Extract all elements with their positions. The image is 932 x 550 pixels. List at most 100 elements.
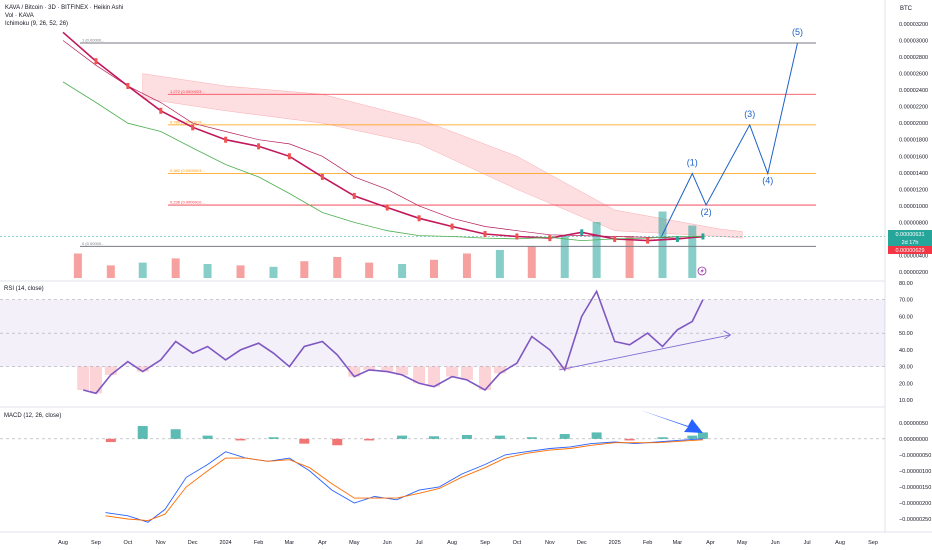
rsi-tick: 70.00: [899, 298, 913, 304]
fib-label: 0.236 (0.0000010...: [170, 200, 205, 205]
wave-label: (4): [762, 176, 773, 186]
macd-tick: −0.00000100: [899, 469, 931, 475]
price-tick: 0.00000200: [899, 270, 928, 276]
price-tick: 0.00000400: [899, 253, 928, 259]
macd-histogram-bar: [428, 436, 439, 439]
rsi-oversold-fill: [104, 366, 117, 375]
macd-histogram-bar: [268, 437, 279, 439]
time-tick: 2024: [220, 540, 232, 546]
price-tick: 0.00001200: [899, 187, 928, 193]
price-candle: [224, 136, 228, 143]
macd-histogram-bar: [657, 437, 668, 439]
time-tick: Aug: [447, 540, 457, 546]
price-tick: 0.00003000: [899, 39, 928, 45]
volume-bar: [203, 264, 212, 278]
price-candle: [320, 173, 324, 180]
fib-label: 0 (0.00000...: [82, 241, 104, 246]
macd-series-signal: [105, 439, 703, 522]
rsi-line: [83, 289, 704, 395]
series-chikou: [62, 81, 703, 242]
time-tick: Sep: [480, 540, 490, 546]
time-tick: Mar: [285, 540, 295, 546]
volume-bar: [398, 264, 407, 278]
rsi-oversold-fill: [460, 366, 473, 380]
time-tick: Oct: [513, 540, 522, 546]
macd-tick: −0.00000150: [899, 485, 931, 491]
time-tick: Nov: [156, 540, 166, 546]
low-marker-text: 0.00000629: [895, 248, 924, 254]
price-candle: [352, 192, 356, 199]
volume-bar: [527, 246, 536, 278]
rsi-tick: 60.00: [899, 314, 913, 320]
rsi-oversold-fill: [396, 366, 409, 375]
low-marker-badge: [888, 246, 932, 254]
rsi-trendline: [559, 334, 731, 371]
volume-bar: [365, 262, 374, 278]
macd-histogram-bar: [202, 435, 213, 439]
time-tick: Aug: [58, 540, 68, 546]
volume-bar: [560, 236, 569, 278]
wave-label: (2): [701, 207, 712, 217]
price-candle: [701, 233, 705, 240]
wave-label: (3): [744, 109, 755, 119]
macd-histogram-bar: [299, 438, 310, 444]
rsi-tick: 10.00: [899, 398, 913, 404]
rsi-oversold-fill: [493, 366, 506, 374]
volume-bar: [269, 266, 278, 278]
volume-bar: [138, 262, 147, 278]
rsi-oversold-fill: [446, 366, 459, 377]
lightning-icon[interactable]: [697, 266, 707, 276]
macd-histogram-bar: [624, 438, 635, 441]
fib-label: 0.786 (0.0000019...: [170, 119, 205, 124]
macd-tick: 0.00000000: [899, 437, 928, 443]
countdown-text: 2d 17h: [902, 240, 919, 246]
volume-bar: [658, 211, 667, 278]
volume-bar: [688, 225, 697, 278]
price-tick: 0.00001000: [899, 204, 928, 210]
rsi-oversold-fill: [363, 366, 376, 370]
macd-panel: 0.00000050 0.00000000 −0.00000050 −0.000001…: [0, 410, 931, 523]
wave-label: (5): [792, 27, 803, 37]
current-price-text: 0.00000631: [895, 232, 924, 238]
time-tick: Oct: [124, 540, 133, 546]
macd-histogram-bar: [170, 429, 181, 439]
wave-label: (1): [687, 158, 698, 168]
macd-histogram-bar: [461, 434, 472, 439]
macd-histogram-bar: [364, 438, 375, 441]
time-tick: Feb: [643, 540, 652, 546]
time-tick: Jun: [383, 540, 392, 546]
price-tick: 0.00003200: [899, 22, 928, 28]
macd-histogram-bar: [494, 435, 505, 439]
current-price-badge: [888, 230, 932, 238]
macd-histogram-bar: [332, 438, 343, 446]
rsi-oversold-fill: [89, 366, 102, 394]
ichimoku-label: Ichimoku (9, 26, 52, 26): [5, 21, 68, 27]
volume-bar: [236, 265, 245, 278]
volume-bar: [625, 236, 634, 278]
time-tick: Sep: [91, 540, 101, 546]
price-candle: [191, 124, 195, 131]
macd-series-macd: [105, 438, 703, 523]
rsi-tick: 50.00: [899, 331, 913, 337]
series-kijun: [62, 40, 703, 239]
ichimoku-cloud: [142, 73, 743, 239]
time-tick: Sep: [868, 540, 878, 546]
rsi-band: [0, 299, 885, 367]
time-tick: Dec: [188, 540, 198, 546]
macd-highlight-arrow: [640, 410, 703, 433]
volume-bar: [495, 250, 504, 278]
price-candle: [417, 215, 421, 222]
price-tick: 0.00001600: [899, 154, 928, 160]
price-axis: 0.00003200 0.00003000 0.00002800 0.00002600…: [899, 22, 928, 276]
price-candle: [515, 233, 519, 240]
fib-label: 0.382 (0.0000013...: [170, 168, 205, 173]
volume-bars: [73, 211, 697, 278]
price-candle: [580, 229, 584, 236]
rsi-oversold-fill: [136, 366, 149, 372]
volume-bar: [106, 265, 115, 278]
macd-title: MACD (12, 26, close): [4, 413, 61, 419]
price-candle: [385, 204, 389, 211]
fib-label: 1 (0.00000...: [82, 38, 104, 43]
macd-histogram-bar: [137, 426, 148, 439]
macd-tick: −0.00000050: [899, 453, 931, 459]
